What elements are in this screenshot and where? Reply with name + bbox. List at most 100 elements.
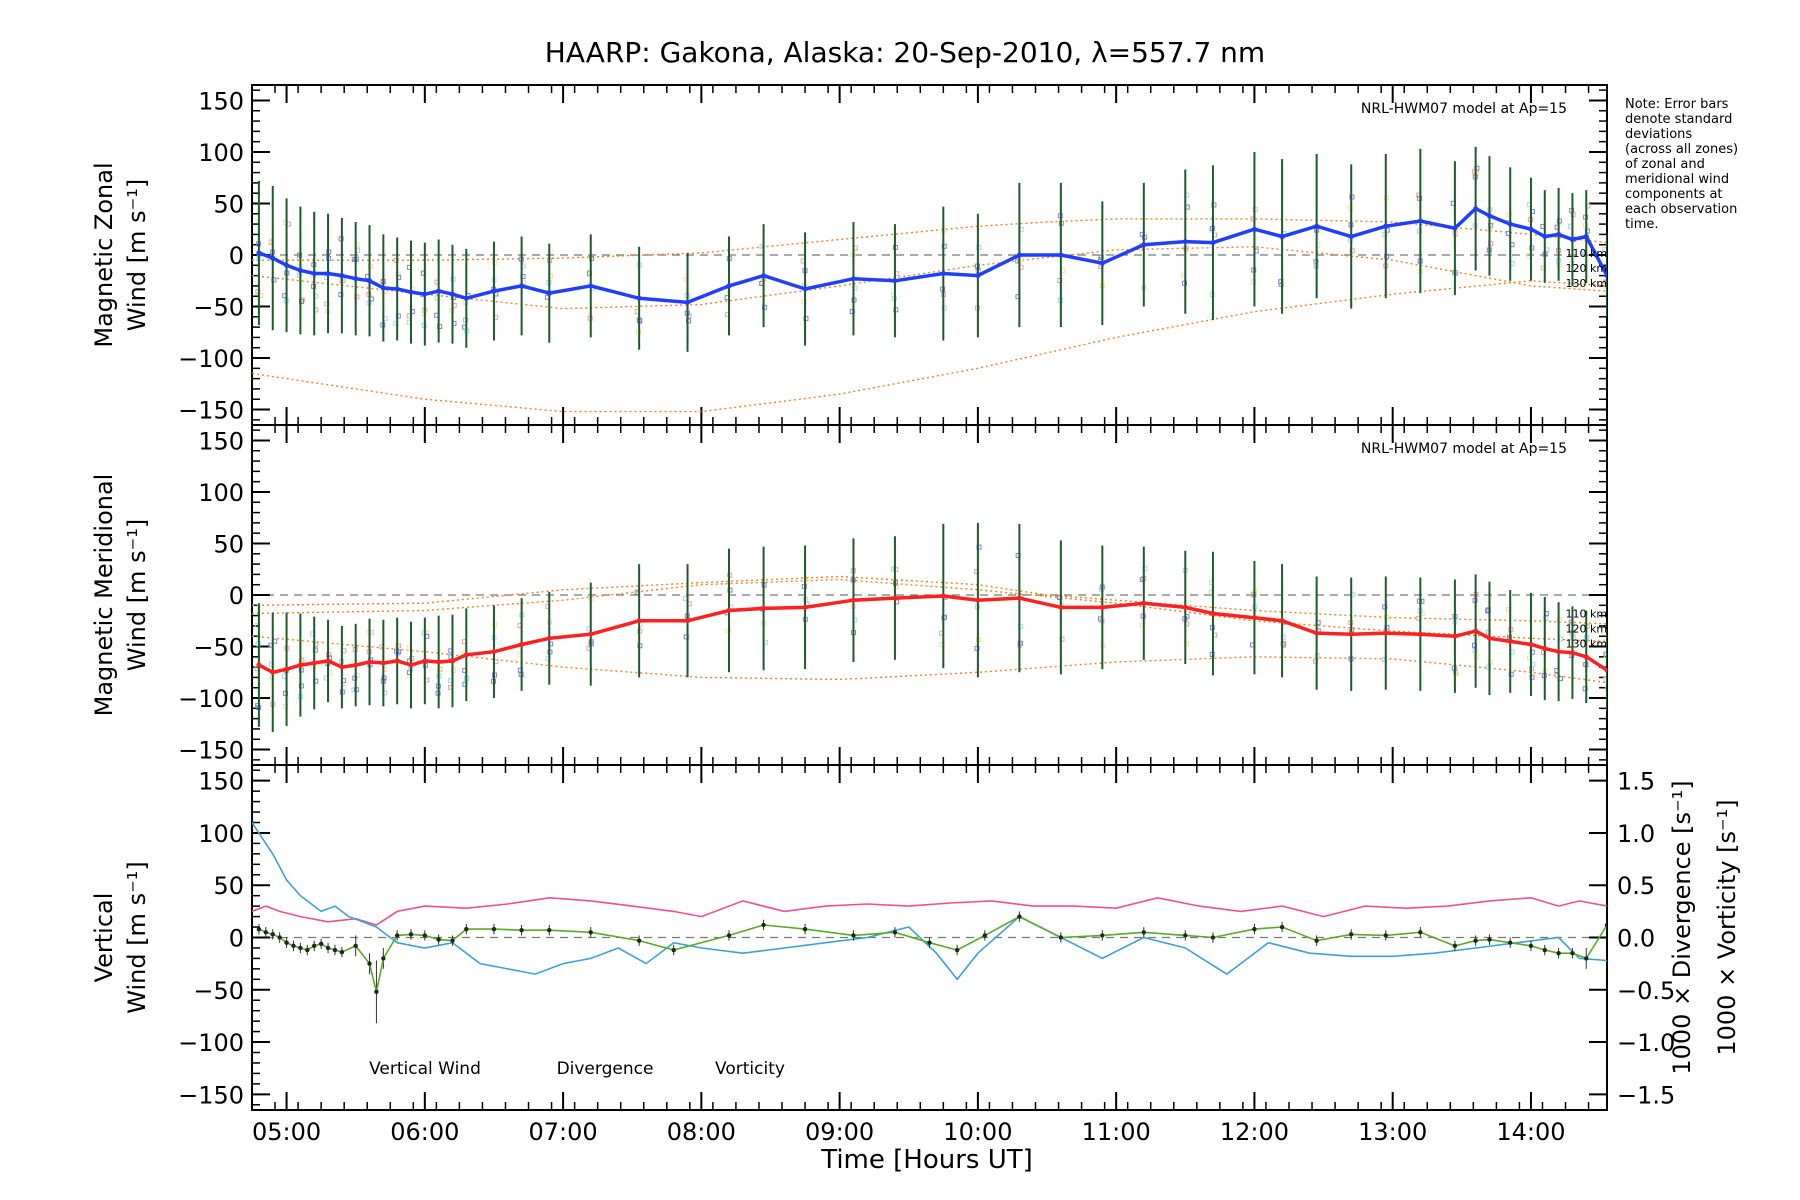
zonal-wind-point (1507, 221, 1513, 227)
meridional-wind-point (463, 652, 469, 658)
zonal-wind-point (270, 255, 276, 261)
zonal-wind-point (761, 273, 767, 279)
zonal-wind-point (726, 283, 732, 289)
zonal-wind-point (1542, 233, 1548, 239)
vertical-wind-point (851, 933, 856, 938)
meridional-wind-point (449, 658, 455, 664)
vertical-wind-point (954, 947, 960, 953)
y-tick-label: −150 (178, 737, 244, 765)
zonal-wind-point (449, 291, 455, 297)
vertical-wind-point (1473, 938, 1478, 943)
vertical-wind-point (1542, 947, 1547, 953)
zonal-wind-point (1058, 252, 1064, 258)
panel-vertical: 150 100 50 0 −50 −100 −150 1.5 1.0 0.5 0.0 −0.5 −1.0… (90, 764, 1741, 1146)
zonal-wind-point (940, 271, 946, 277)
vertical-wind-point (636, 938, 642, 943)
vertical-wind-point (1100, 933, 1105, 938)
meridional-wind-point (1452, 633, 1458, 639)
meridional-wind-point (325, 658, 331, 664)
vertical-wind-point (263, 930, 269, 935)
vertical-wind-point (1058, 935, 1064, 940)
vertical-wind-point (1508, 940, 1513, 945)
note-line: time. (1625, 217, 1659, 232)
vertical-wind-point (1252, 926, 1257, 932)
meridional-wind-point (1058, 604, 1064, 610)
y-tick-label: −150 (178, 397, 244, 425)
meridional-wind-point (1099, 604, 1105, 610)
zonal-wind-point (1604, 273, 1607, 279)
vertical-wind-point (277, 935, 282, 940)
vertical-wind-point (1183, 933, 1188, 938)
vertical-wind-point (291, 943, 296, 949)
vertical-wind-point (1528, 943, 1534, 949)
x-tick-label: 14:00 (1496, 1118, 1565, 1146)
meridional-wind-point (1348, 631, 1354, 637)
x-axis-label: Time [Hours UT] (820, 1145, 1033, 1175)
model-altitude-label: 130 km (1566, 638, 1608, 651)
vertical-wind-point (1314, 938, 1319, 943)
meridional-wind-point (380, 660, 386, 666)
note-line: deviations (1625, 127, 1692, 142)
y-tick-label: 0 (229, 242, 244, 270)
model-altitude-label: 110 km (1566, 247, 1608, 260)
zonal-wind-point (1141, 242, 1147, 248)
vertical-wind-point (325, 945, 331, 951)
meridional-wind-point (1542, 646, 1548, 652)
meridional-wind-line (258, 594, 1607, 675)
zonal-wind-point (1314, 223, 1320, 229)
zonal-wind-point (975, 273, 981, 279)
y-tick-label: 100 (198, 820, 244, 848)
y-tick-label: −100 (178, 345, 244, 373)
model-altitude-label: 120 km (1566, 262, 1608, 275)
zonal-wind-point (284, 262, 290, 268)
zonal-wind-point (850, 276, 856, 282)
x-tick-label: 05:00 (252, 1118, 321, 1146)
zonal-wind-point (546, 290, 552, 296)
figure-title: HAARP: Gakona, Alaska: 20-Sep-2010, λ=55… (545, 36, 1265, 69)
zonal-wind-point (1383, 223, 1389, 229)
plot-area (252, 146, 1607, 413)
x-tick-label: 10:00 (943, 1118, 1012, 1146)
y2-axis-label-divergence: 1000 × Divergence [s⁻¹] (1668, 780, 1696, 1074)
y-tick-label: 150 (198, 768, 244, 796)
vertical-wind-point (1584, 956, 1589, 961)
vertical-wind-point (1349, 932, 1354, 937)
vertical-wind-point (588, 930, 593, 935)
zonal-wind-point (1528, 226, 1534, 232)
zone-marker (1603, 651, 1607, 657)
meridional-wind-point (297, 662, 303, 668)
vertical-wind-point (1017, 914, 1022, 919)
meridional-wind-point (1583, 654, 1589, 660)
meridional-wind-point (1417, 631, 1423, 637)
model-label: NRL-HWM07 model at Ap=15 (1361, 441, 1567, 457)
vertical-wind-point (318, 941, 324, 946)
zonal-wind-point (1486, 213, 1492, 219)
vertical-wind-point (408, 932, 414, 937)
vertical-wind-point (892, 930, 898, 935)
y2-tick-label: 1.0 (1617, 820, 1655, 848)
meridional-wind-point (1604, 667, 1607, 673)
meridional-wind-point (1528, 641, 1534, 647)
vertical-wind-point (374, 989, 379, 995)
y-tick-label: −50 (193, 634, 244, 662)
x-tick-label: 13:00 (1358, 1118, 1427, 1146)
zonal-wind-point (1016, 252, 1022, 258)
meridional-wind-point (1210, 611, 1216, 617)
zonal-wind-point (1583, 233, 1589, 239)
vertical-wind-point (547, 927, 552, 933)
zonal-wind-point (1452, 225, 1458, 231)
meridional-wind-point (1507, 638, 1513, 644)
vertical-wind-point (284, 940, 289, 945)
meridional-wind-point (422, 658, 428, 664)
legend-entry: Vorticity (715, 1059, 785, 1079)
model-altitude-label: 130 km (1566, 277, 1608, 290)
zonal-wind-point (353, 276, 359, 282)
vertical-wind-point (305, 947, 310, 953)
zonal-wind-point (325, 271, 331, 277)
vertical-wind-point (1570, 950, 1575, 956)
vertical-wind-point (298, 945, 303, 951)
zonal-wind-point (1473, 206, 1479, 212)
vertical-wind-point (1452, 943, 1458, 949)
